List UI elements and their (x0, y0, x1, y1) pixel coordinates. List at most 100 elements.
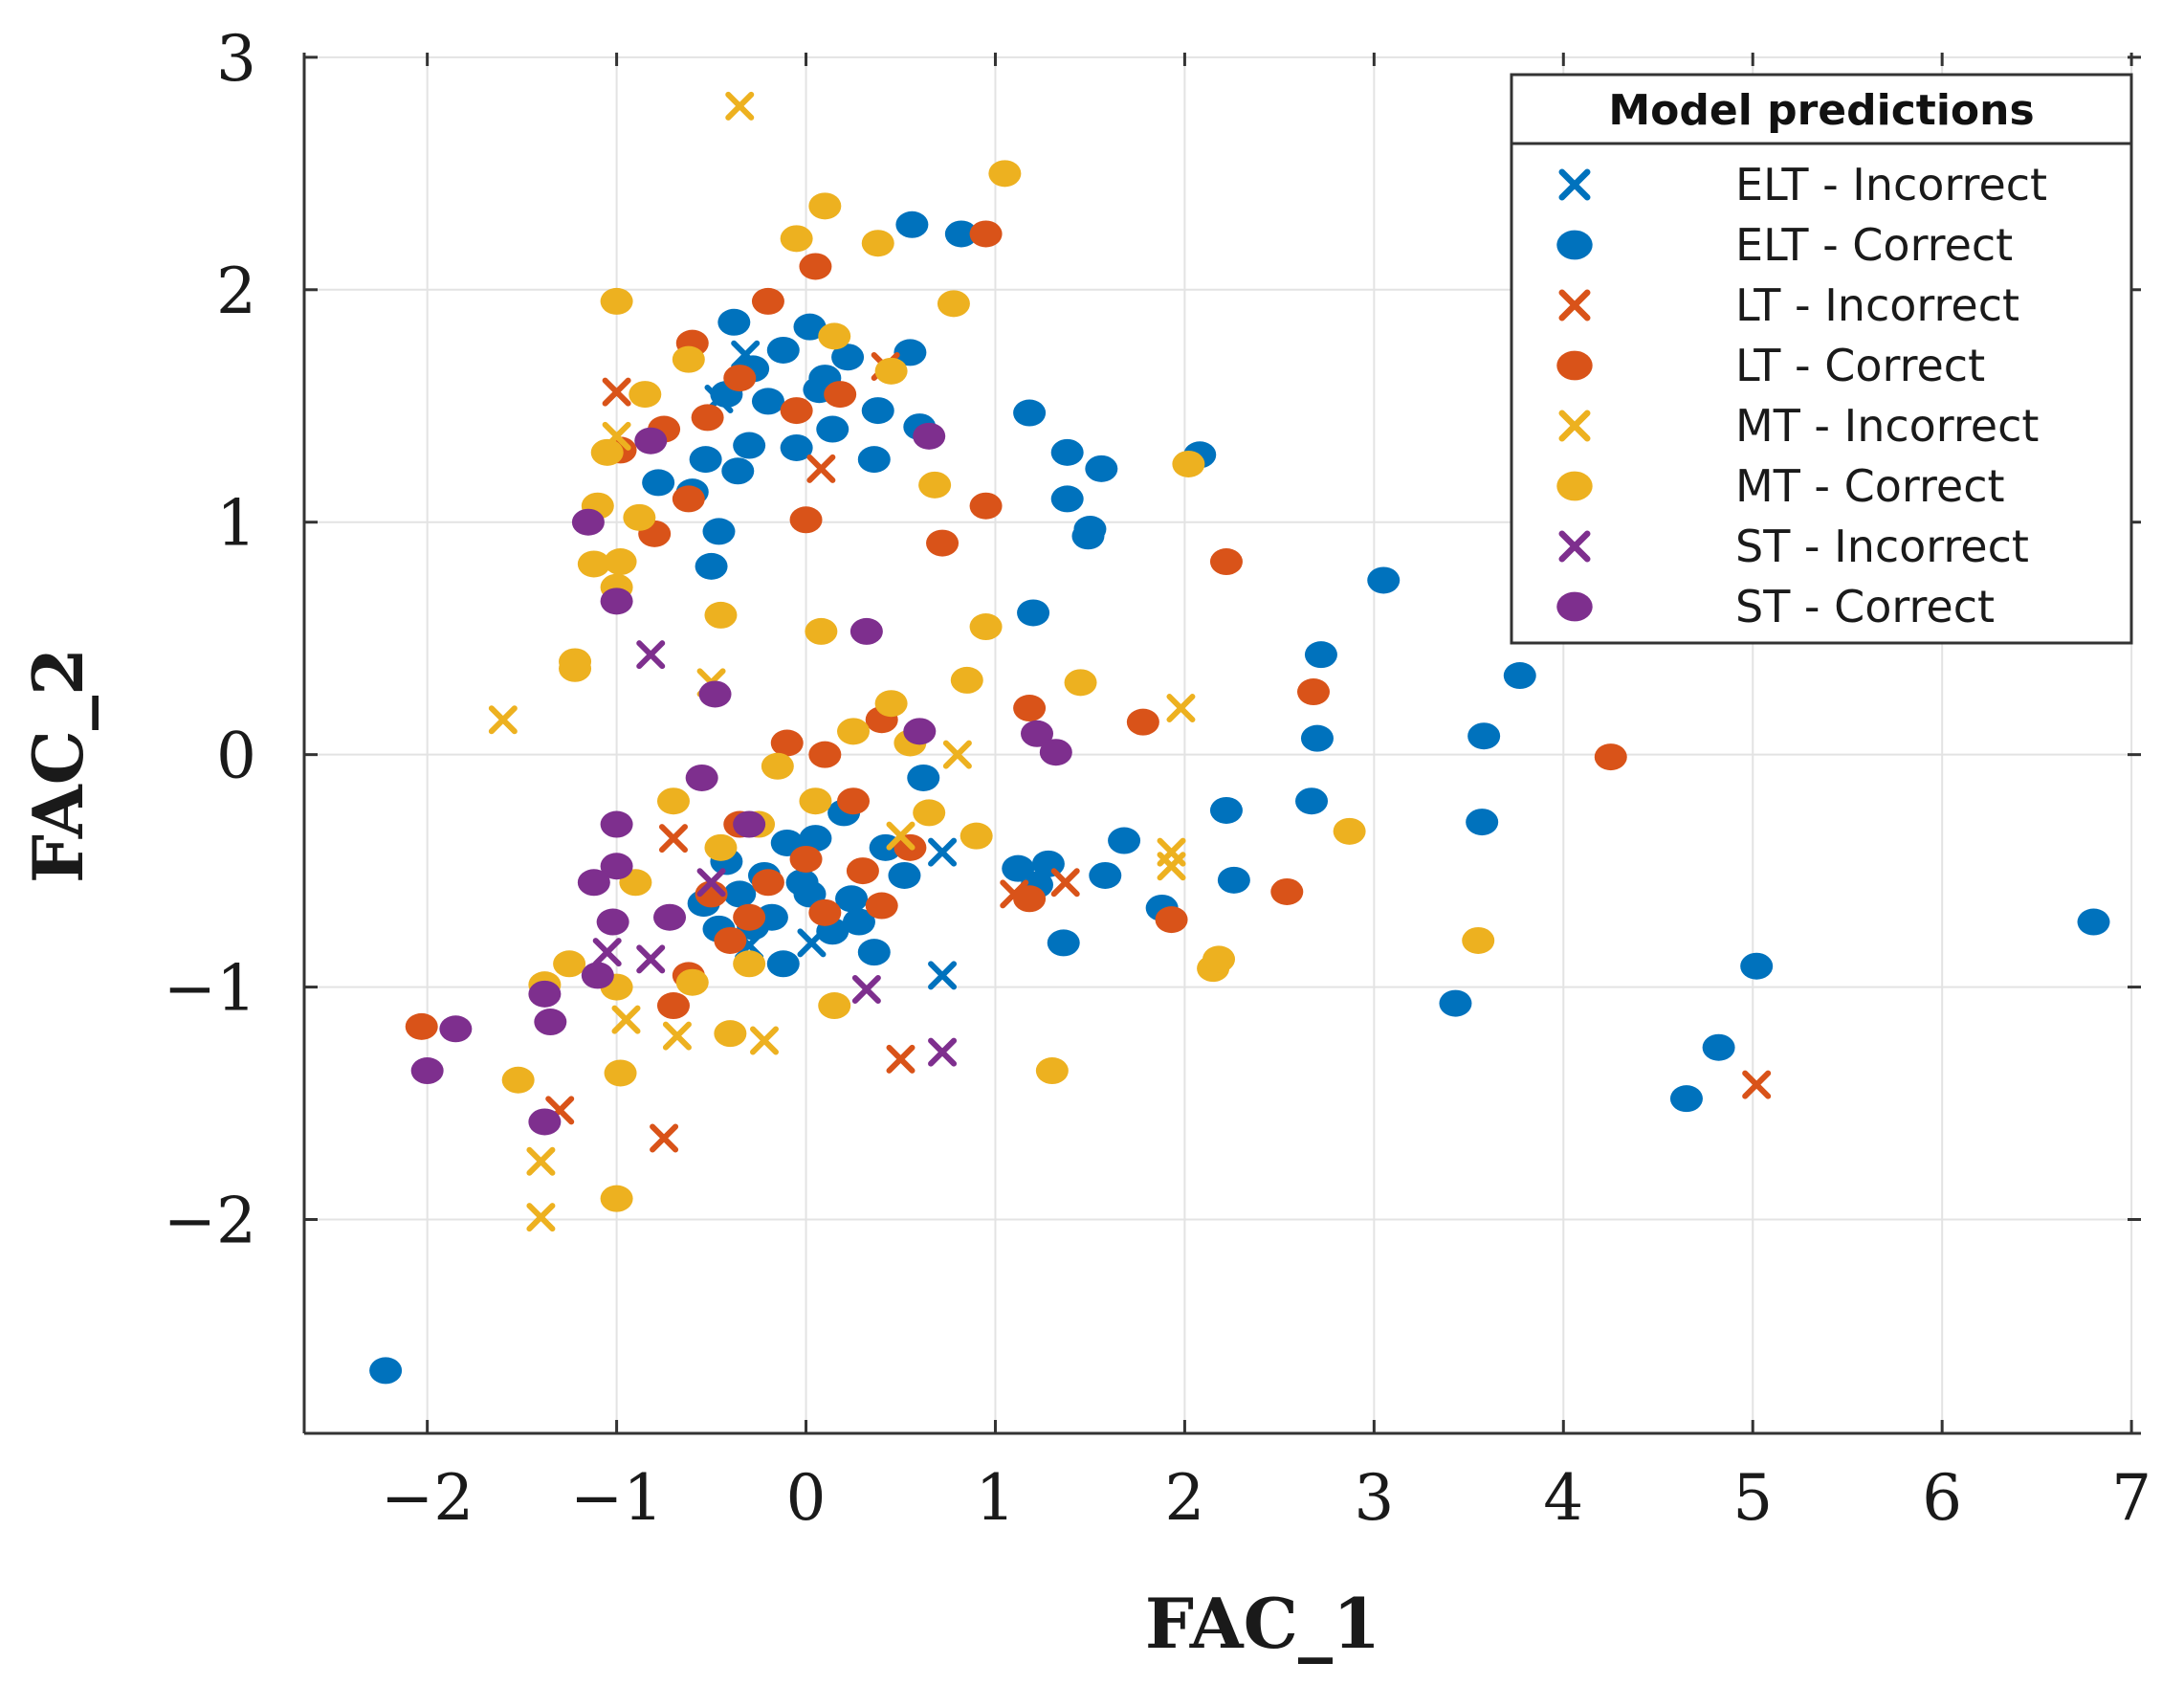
data-point-dot (1013, 885, 1047, 913)
legend: Model predictions ELT - Incorrect ELT - C… (1510, 73, 2133, 645)
data-point-dot (600, 1185, 633, 1212)
y-tick-label: 0 (216, 720, 256, 793)
data-point-cross (696, 868, 726, 898)
data-point-dot (1039, 739, 1072, 766)
y-tick-label: −2 (164, 1185, 256, 1258)
data-point-dot (1740, 952, 1774, 980)
data-point-dot (918, 471, 952, 499)
data-point-dot (691, 404, 724, 432)
series-st-incorrect (592, 640, 958, 1067)
data-point-cross (1166, 694, 1196, 723)
data-point-dot (861, 397, 894, 425)
data-point-dot (1050, 485, 1084, 513)
data-point-dot (623, 503, 656, 531)
data-point-dot (1297, 678, 1331, 706)
legend-item: ELT - Correct (1556, 219, 2013, 271)
data-point-dot (960, 822, 993, 850)
legend-marker (1558, 530, 1591, 563)
data-point-dot (1702, 1033, 1735, 1061)
y-axis-title: FAC_2 (17, 648, 99, 883)
data-point-dot (895, 211, 929, 238)
data-point-dot (824, 381, 857, 409)
x-tick-label: 7 (2111, 1461, 2151, 1535)
data-point-dot (926, 529, 960, 557)
data-point-dot (874, 690, 908, 718)
data-point-dot (1439, 989, 1472, 1017)
legend-item: LT - Correct (1556, 340, 1985, 391)
data-point-dot (600, 588, 633, 615)
data-point-dot (721, 457, 755, 485)
data-point-dot (1085, 455, 1118, 482)
data-point-dot (1017, 599, 1050, 627)
data-point-dot (789, 506, 823, 534)
data-point-dot (1155, 906, 1188, 934)
data-point-dot (937, 290, 970, 318)
data-point-dot (714, 1020, 747, 1048)
data-point-dot (907, 764, 940, 791)
data-point-cross (658, 824, 688, 854)
data-point-dot (1669, 1085, 1703, 1113)
data-point-dot (553, 950, 586, 978)
data-point-dot (751, 388, 784, 415)
data-point-dot (689, 446, 722, 474)
data-point-dot (818, 992, 851, 1020)
data-point-dot (405, 1012, 438, 1040)
data-point-dot (698, 680, 732, 708)
data-point-dot (672, 345, 705, 373)
data-point-dot (672, 485, 705, 513)
data-point-dot (799, 253, 832, 280)
data-point-cross (636, 944, 666, 974)
data-point-dot (837, 787, 871, 815)
legend-title: Model predictions (1608, 86, 2034, 135)
data-point-cross (526, 1203, 556, 1232)
data-point-dot (723, 365, 757, 392)
series-mt-incorrect (488, 91, 1196, 1232)
data-point-dot (577, 550, 610, 578)
data-point-dot (1047, 929, 1080, 957)
data-point-dot (571, 508, 605, 536)
legend-marker (1556, 591, 1593, 622)
data-point-dot (1089, 861, 1122, 889)
data-point-dot (835, 885, 869, 913)
data-point-dot (903, 718, 937, 745)
data-point-dot (600, 287, 633, 315)
data-point-dot (653, 903, 687, 931)
data-point-dot (861, 230, 894, 257)
data-point-cross (806, 454, 836, 483)
x-tick-label: 2 (1164, 1461, 1204, 1535)
data-point-cross (650, 1123, 679, 1153)
data-point-dot (604, 548, 637, 576)
data-point-dot (559, 654, 592, 682)
data-point-dot (1209, 796, 1243, 824)
data-point-dot (600, 853, 633, 880)
legend-marker (1556, 230, 1593, 260)
data-point-dot (675, 968, 709, 996)
data-point-dot (733, 810, 766, 838)
data-point-dot (1126, 708, 1159, 736)
data-point-dot (656, 992, 690, 1020)
data-point-dot (785, 869, 819, 897)
data-point-dot (1108, 827, 1141, 854)
legend-item: MT - Correct (1556, 460, 2005, 512)
data-point-dot (865, 892, 898, 920)
y-tick-label: −1 (164, 952, 256, 1026)
data-point-dot (1367, 566, 1401, 594)
legend-marker (1556, 350, 1593, 381)
legend-label: LT - Incorrect (1735, 279, 2019, 331)
data-point-dot (634, 427, 668, 455)
legend-item: LT - Incorrect (1558, 279, 2019, 331)
data-point-dot (969, 492, 1003, 520)
y-tick-label: 1 (216, 487, 256, 561)
x-tick-label: 6 (1922, 1461, 1962, 1535)
data-point-dot (766, 950, 800, 978)
data-point-cross (1050, 868, 1080, 898)
data-point-dot (717, 308, 751, 336)
data-point-dot (704, 833, 738, 861)
data-point-dot (1172, 450, 1205, 477)
data-point-dot (799, 825, 832, 853)
data-point-dot (528, 980, 562, 1008)
data-point-dot (842, 908, 875, 936)
data-point-dot (818, 322, 851, 350)
series-mt-correct (501, 160, 1495, 1212)
